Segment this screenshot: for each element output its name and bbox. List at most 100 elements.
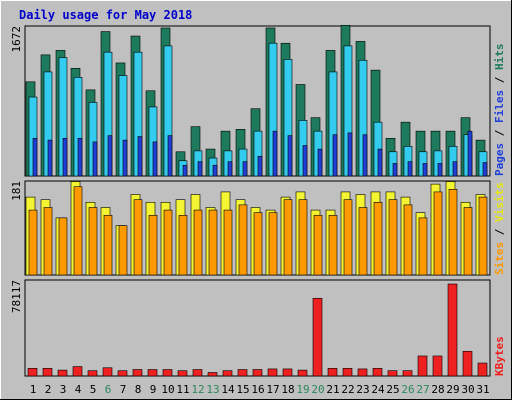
sites-bar-day-12 bbox=[193, 209, 203, 276]
day-label-7: 7 bbox=[120, 383, 127, 396]
pages-bar-day-7 bbox=[122, 139, 128, 177]
day-label-22: 22 bbox=[341, 383, 354, 396]
kbytes-bar-day-24 bbox=[372, 368, 383, 377]
kbytes-bar-day-4 bbox=[72, 366, 83, 377]
pages-bar-day-15 bbox=[242, 161, 248, 177]
pages-bar-day-19 bbox=[302, 145, 308, 177]
day-label-3: 3 bbox=[60, 383, 67, 396]
pages-bar-day-23 bbox=[362, 134, 368, 177]
pages-bar-day-22 bbox=[347, 132, 353, 177]
kbytes-bar-day-26 bbox=[402, 370, 413, 377]
pages-bar-day-25 bbox=[392, 163, 398, 177]
day-label-23: 23 bbox=[356, 383, 369, 396]
chart-title: Daily usage for May 2018 bbox=[19, 8, 192, 22]
legend-files: Files bbox=[493, 90, 506, 123]
legend-pages: Pages bbox=[493, 143, 506, 176]
kbytes-bar-day-16 bbox=[252, 369, 263, 377]
sites-bar-day-20 bbox=[313, 214, 323, 276]
kbytes-bar-day-11 bbox=[177, 370, 188, 377]
pages-bar-day-4 bbox=[77, 138, 83, 177]
day-label-13: 13 bbox=[206, 383, 219, 396]
pages-bar-day-2 bbox=[47, 139, 53, 177]
day-label-21: 21 bbox=[326, 383, 339, 396]
kbytes-bar-day-20 bbox=[312, 297, 323, 377]
top-legend: Pages / Files / Hits bbox=[493, 44, 506, 177]
day-label-16: 16 bbox=[251, 383, 264, 396]
pages-bar-day-20 bbox=[317, 148, 323, 177]
day-label-17: 17 bbox=[266, 383, 279, 396]
sites-bar-day-24 bbox=[373, 201, 383, 276]
pages-bar-day-16 bbox=[257, 155, 263, 177]
pages-bar-day-28 bbox=[437, 163, 443, 177]
pages-bar-day-13 bbox=[212, 164, 218, 177]
pages-bar-day-31 bbox=[482, 162, 488, 177]
sites-bar-day-2 bbox=[43, 207, 53, 276]
sites-bar-day-22 bbox=[343, 199, 353, 276]
bottom-panel-border bbox=[24, 279, 491, 377]
pages-bar-day-27 bbox=[422, 163, 428, 177]
kbytes-bar-day-5 bbox=[87, 370, 98, 377]
sites-bar-day-23 bbox=[358, 207, 368, 276]
kbytes-bar-day-14 bbox=[222, 370, 233, 377]
kbytes-bar-day-2 bbox=[42, 368, 53, 377]
day-label-4: 4 bbox=[75, 383, 82, 396]
kbytes-bar-day-22 bbox=[342, 368, 353, 377]
kbytes-bar-day-31 bbox=[477, 362, 488, 377]
pages-bar-day-8 bbox=[137, 136, 143, 177]
day-label-15: 15 bbox=[236, 383, 249, 396]
sites-bar-day-9 bbox=[148, 214, 158, 276]
kbytes-bar-day-17 bbox=[267, 368, 278, 377]
pages-bar-day-12 bbox=[197, 161, 203, 177]
day-label-29: 29 bbox=[446, 383, 459, 396]
pages-bar-day-14 bbox=[227, 161, 233, 177]
sites-bar-day-25 bbox=[388, 199, 398, 276]
sites-bar-day-14 bbox=[223, 209, 233, 276]
legend-sites: Sites bbox=[493, 242, 506, 275]
sites-bar-day-30 bbox=[463, 207, 473, 276]
legend-sep-2: / bbox=[493, 70, 506, 90]
day-label-28: 28 bbox=[431, 383, 444, 396]
pages-bar-day-11 bbox=[182, 164, 188, 177]
day-label-20: 20 bbox=[311, 383, 324, 396]
day-label-11: 11 bbox=[176, 383, 189, 396]
pages-bar-day-26 bbox=[407, 161, 413, 177]
day-label-10: 10 bbox=[161, 383, 174, 396]
kbytes-bar-day-27 bbox=[417, 355, 428, 377]
sites-bar-day-15 bbox=[238, 204, 248, 276]
day-label-24: 24 bbox=[371, 383, 385, 396]
sites-bar-day-28 bbox=[433, 191, 443, 276]
pages-bar-day-21 bbox=[332, 134, 338, 177]
pages-bar-day-9 bbox=[152, 141, 158, 177]
pages-bar-day-24 bbox=[377, 148, 383, 177]
pages-bar-day-29 bbox=[452, 161, 458, 177]
pages-bar-day-6 bbox=[107, 135, 113, 177]
day-label-14: 14 bbox=[221, 383, 235, 396]
sites-bar-day-7 bbox=[118, 225, 128, 276]
day-label-12: 12 bbox=[191, 383, 204, 396]
sites-bar-day-11 bbox=[178, 214, 188, 276]
pages-bar-day-3 bbox=[62, 138, 68, 177]
sites-bar-day-5 bbox=[88, 207, 98, 276]
mid-ymax-label: 181 bbox=[10, 181, 23, 201]
day-label-1: 1 bbox=[30, 383, 37, 396]
day-label-5: 5 bbox=[90, 383, 97, 396]
day-label-26: 26 bbox=[401, 383, 414, 396]
sites-bar-day-27 bbox=[418, 217, 428, 276]
day-label-25: 25 bbox=[386, 383, 399, 396]
sites-bar-day-1 bbox=[28, 209, 38, 276]
sites-bar-day-29 bbox=[448, 189, 458, 276]
bottom-ymax-label: 78117 bbox=[10, 280, 23, 313]
sites-bar-day-13 bbox=[208, 209, 218, 276]
day-label-9: 9 bbox=[150, 383, 157, 396]
sites-bar-day-26 bbox=[403, 204, 413, 276]
kbytes-bar-day-28 bbox=[432, 355, 443, 377]
legend-hits: Hits bbox=[493, 44, 506, 71]
kbytes-bar-day-19 bbox=[297, 369, 308, 377]
legend-kbytes: KBytes bbox=[493, 336, 506, 376]
day-label-31: 31 bbox=[476, 383, 489, 396]
pages-bar-day-30 bbox=[467, 130, 473, 177]
kbytes-bar-day-15 bbox=[237, 369, 248, 377]
pages-bar-day-10 bbox=[167, 135, 173, 177]
sites-bar-day-4 bbox=[73, 186, 83, 276]
kbytes-bar-day-29 bbox=[447, 283, 458, 377]
